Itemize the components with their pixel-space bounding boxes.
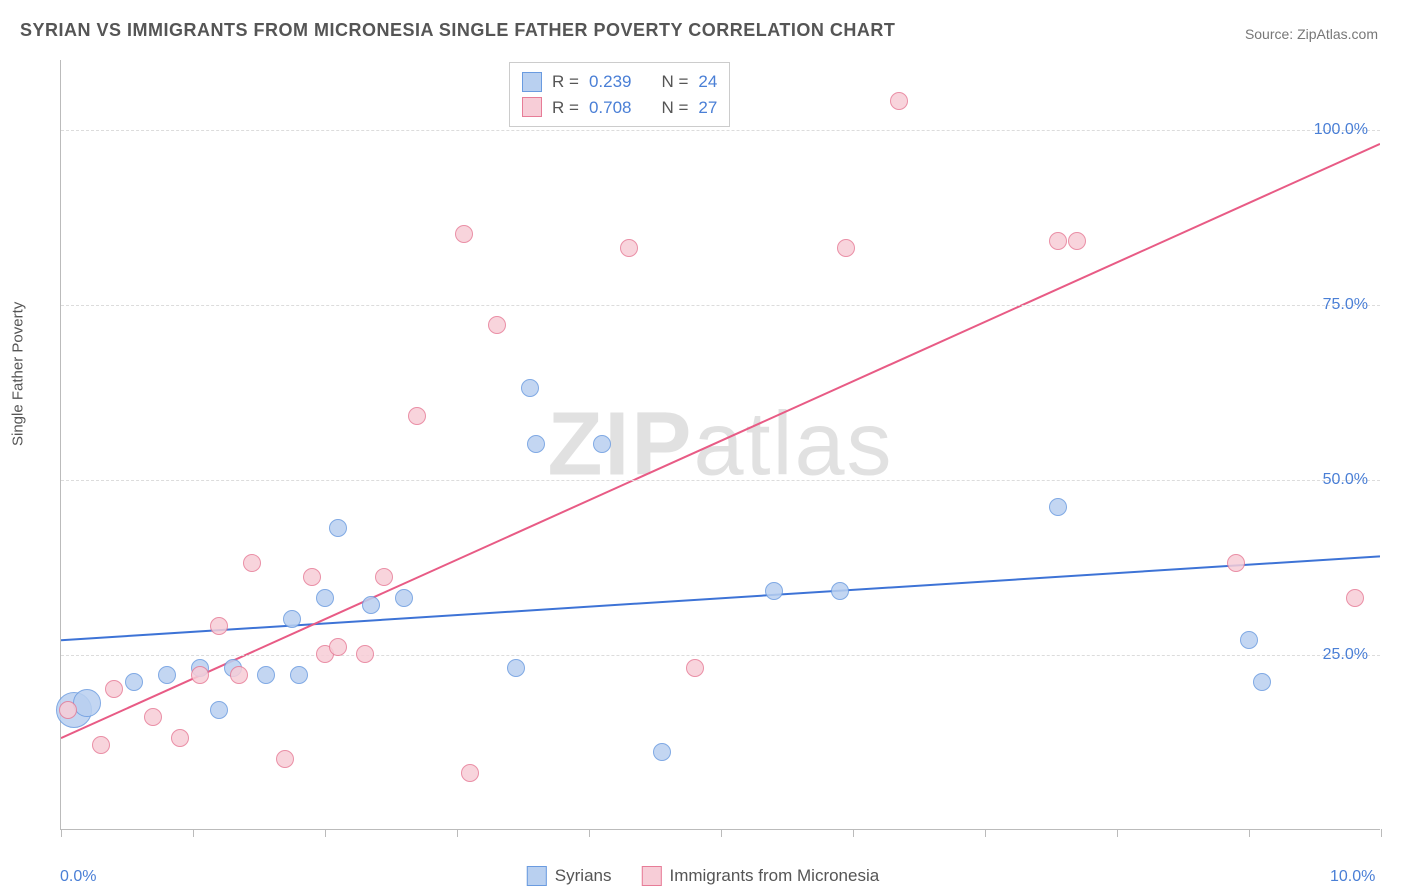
- legend-label: Syrians: [555, 866, 612, 886]
- stat-r-label: R =: [552, 69, 579, 95]
- trend-line: [61, 144, 1380, 738]
- data-point: [210, 701, 228, 719]
- gridline-h: [61, 305, 1380, 306]
- data-point: [329, 519, 347, 537]
- data-point: [765, 582, 783, 600]
- x-tick: [457, 829, 458, 837]
- data-point: [890, 92, 908, 110]
- gridline-h: [61, 480, 1380, 481]
- data-point: [831, 582, 849, 600]
- data-point: [144, 708, 162, 726]
- data-point: [303, 568, 321, 586]
- x-tick: [985, 829, 986, 837]
- data-point: [1049, 498, 1067, 516]
- data-point: [276, 750, 294, 768]
- data-point: [521, 379, 539, 397]
- data-point: [1049, 232, 1067, 250]
- x-tick: [853, 829, 854, 837]
- y-tick-label: 75.0%: [1323, 296, 1368, 314]
- stat-n-value: 27: [698, 95, 717, 121]
- x-tick: [721, 829, 722, 837]
- x-tick: [1249, 829, 1250, 837]
- data-point: [1068, 232, 1086, 250]
- plot-area: ZIPatlas 25.0%50.0%75.0%100.0%: [60, 60, 1380, 830]
- stats-row: R = 0.239 N = 24: [522, 69, 717, 95]
- data-point: [620, 239, 638, 257]
- stats-legend-box: R = 0.239 N = 24 R = 0.708 N = 27: [509, 62, 730, 127]
- y-tick-label: 100.0%: [1314, 121, 1368, 139]
- gridline-h: [61, 130, 1380, 131]
- data-point: [329, 638, 347, 656]
- data-point: [837, 239, 855, 257]
- data-point: [375, 568, 393, 586]
- data-point: [653, 743, 671, 761]
- bottom-legend: Syrians Immigrants from Micronesia: [527, 866, 879, 886]
- x-tick: [61, 829, 62, 837]
- data-point: [1240, 631, 1258, 649]
- y-axis-label: Single Father Poverty: [10, 302, 27, 446]
- data-point: [686, 659, 704, 677]
- data-point: [257, 666, 275, 684]
- x-tick-label: 10.0%: [1330, 868, 1375, 886]
- x-tick: [1381, 829, 1382, 837]
- stat-n-label: N =: [661, 69, 688, 95]
- data-point: [283, 610, 301, 628]
- stat-r-value: 0.708: [589, 95, 632, 121]
- data-point: [210, 617, 228, 635]
- data-point: [1346, 589, 1364, 607]
- data-point: [290, 666, 308, 684]
- data-point: [1227, 554, 1245, 572]
- legend-item: Syrians: [527, 866, 612, 886]
- x-tick-label: 0.0%: [60, 868, 96, 886]
- data-point: [488, 316, 506, 334]
- trend-lines: [61, 60, 1380, 829]
- stat-r-value: 0.239: [589, 69, 632, 95]
- data-point: [356, 645, 374, 663]
- data-point: [455, 225, 473, 243]
- data-point: [461, 764, 479, 782]
- data-point: [408, 407, 426, 425]
- data-point: [1253, 673, 1271, 691]
- data-point: [171, 729, 189, 747]
- data-point: [125, 673, 143, 691]
- data-point: [105, 680, 123, 698]
- data-point: [92, 736, 110, 754]
- legend-swatch: [522, 72, 542, 92]
- chart-title: SYRIAN VS IMMIGRANTS FROM MICRONESIA SIN…: [20, 20, 895, 41]
- stats-row: R = 0.708 N = 27: [522, 95, 717, 121]
- legend-swatch: [522, 97, 542, 117]
- data-point: [362, 596, 380, 614]
- data-point: [191, 666, 209, 684]
- data-point: [507, 659, 525, 677]
- data-point: [316, 589, 334, 607]
- legend-label: Immigrants from Micronesia: [669, 866, 879, 886]
- y-tick-label: 50.0%: [1323, 471, 1368, 489]
- data-point: [395, 589, 413, 607]
- data-point: [527, 435, 545, 453]
- legend-item: Immigrants from Micronesia: [641, 866, 879, 886]
- x-tick: [1117, 829, 1118, 837]
- data-point: [230, 666, 248, 684]
- data-point: [73, 689, 101, 717]
- y-tick-label: 25.0%: [1323, 646, 1368, 664]
- x-tick: [193, 829, 194, 837]
- stat-n-value: 24: [698, 69, 717, 95]
- data-point: [593, 435, 611, 453]
- stat-r-label: R =: [552, 95, 579, 121]
- data-point: [243, 554, 261, 572]
- gridline-h: [61, 655, 1380, 656]
- x-tick: [325, 829, 326, 837]
- data-point: [158, 666, 176, 684]
- x-tick: [589, 829, 590, 837]
- data-point: [59, 701, 77, 719]
- legend-swatch: [641, 866, 661, 886]
- source-label: Source: ZipAtlas.com: [1245, 26, 1378, 42]
- stat-n-label: N =: [661, 95, 688, 121]
- legend-swatch: [527, 866, 547, 886]
